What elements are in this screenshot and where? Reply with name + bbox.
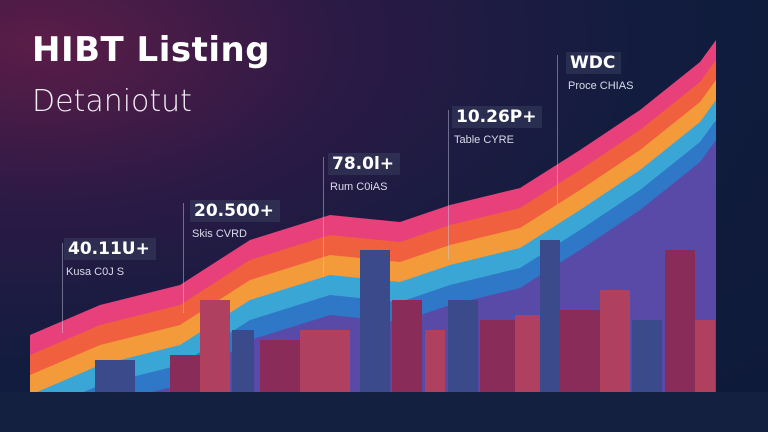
building [360, 250, 390, 392]
callout-value: 10.26P+ [452, 106, 543, 128]
building [540, 240, 560, 392]
building [448, 300, 478, 392]
building [632, 320, 662, 392]
callout-value: 40.11U+ [64, 238, 156, 260]
page-title: HIBT Listing [32, 30, 271, 70]
callout-label: Kusa C0J S [66, 266, 125, 278]
building [260, 340, 300, 392]
callout-label: Table CYRE [454, 134, 514, 146]
callout-line [557, 55, 558, 205]
building [200, 300, 230, 392]
callout-4: 10.26P+ Table CYRE [452, 106, 543, 146]
callout-label: Skis CVRD [192, 228, 248, 240]
building [300, 330, 350, 392]
callout-value: 20.500+ [190, 200, 280, 222]
building [170, 355, 200, 392]
callout-line [448, 110, 449, 260]
callout-line [183, 203, 184, 313]
callout-label: Proce CHIAS [568, 80, 634, 92]
callout-value: WDC [566, 52, 622, 74]
page-subtitle: Detaniotut [32, 84, 192, 119]
callout-label: Rum C0iAS [330, 181, 388, 193]
ground [0, 392, 768, 432]
building [232, 330, 254, 392]
building [600, 290, 630, 392]
building [665, 250, 695, 392]
building [560, 310, 600, 392]
building [695, 320, 715, 392]
callout-5: WDC Proce CHIAS [566, 52, 633, 92]
building [515, 315, 540, 392]
callout-line [323, 157, 324, 277]
building [95, 360, 135, 392]
building [480, 320, 515, 392]
building [392, 300, 422, 392]
callout-1: 40.11U+ Kusa C0J S [64, 238, 156, 278]
callout-line [62, 243, 63, 333]
callout-3: 78.0l+ Rum C0iAS [328, 153, 401, 193]
building [425, 330, 445, 392]
callout-2: 20.500+ Skis CVRD [190, 200, 280, 240]
callout-value: 78.0l+ [328, 153, 401, 175]
